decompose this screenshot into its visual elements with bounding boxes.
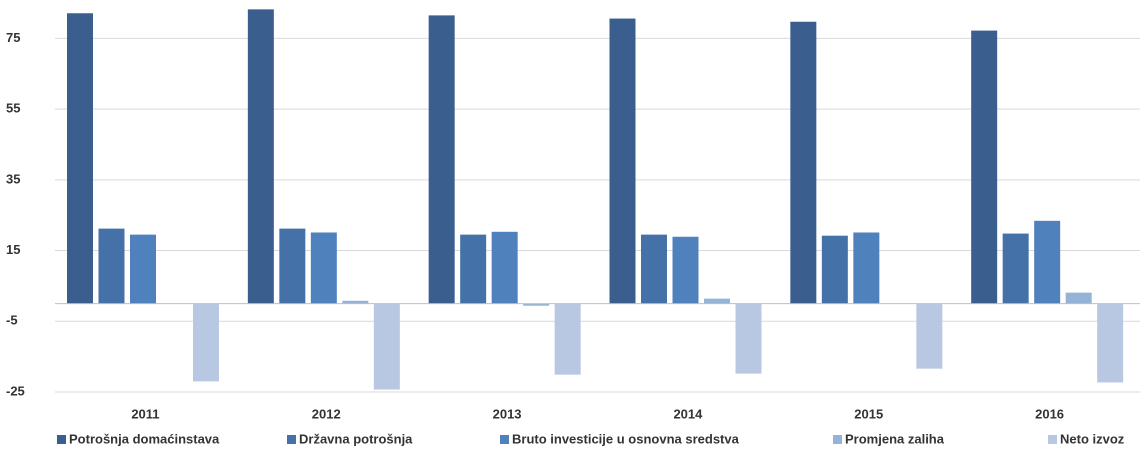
y-tick-label: 15 [6,242,20,257]
legend-swatch [287,435,296,444]
legend-swatch [500,435,509,444]
bar [641,234,667,304]
bar [98,228,125,304]
x-tick-label: 2014 [673,406,703,421]
bar [460,234,487,304]
legend-label: Potrošnja domaćinstava [69,431,220,446]
bar [130,234,156,304]
legend-swatch [1048,435,1057,444]
y-tick-label: 75 [6,30,20,45]
y-tick-label: 55 [6,101,20,116]
legend-label: Bruto investicije u osnovna sredstva [512,431,740,446]
bar [67,13,93,304]
bar [735,303,762,374]
bar [373,303,400,390]
bar [491,231,518,304]
x-tick-label: 2016 [1035,406,1064,421]
bar [523,303,550,306]
bar [310,232,337,304]
bar [704,298,730,304]
bar [821,235,848,304]
bar [193,303,219,382]
legend-label: Promjena zaliha [845,431,945,446]
bar [279,228,306,304]
bar [609,18,636,304]
bar [916,303,943,369]
y-tick-label: -5 [6,313,18,328]
legend-label: Državna potrošnja [299,431,413,446]
bar [853,232,880,304]
bar [554,303,581,375]
legend-swatch [57,435,66,444]
bar [247,9,274,304]
legend-label: Neto izvoz [1060,431,1125,446]
y-tick-label: 35 [6,171,20,186]
x-tick-label: 2013 [493,406,522,421]
bar [1034,220,1061,304]
bar [1002,233,1029,304]
x-tick-label: 2011 [131,406,159,421]
x-tick-label: 2012 [312,406,341,421]
bar [1097,303,1124,383]
bar [672,236,699,304]
y-tick-label: -25 [6,383,25,398]
bar [428,15,455,304]
bar [971,30,998,304]
bar [1065,292,1092,304]
x-tick-label: 2015 [854,406,883,421]
bar [790,21,817,304]
bar [342,300,369,304]
legend-swatch [833,435,842,444]
